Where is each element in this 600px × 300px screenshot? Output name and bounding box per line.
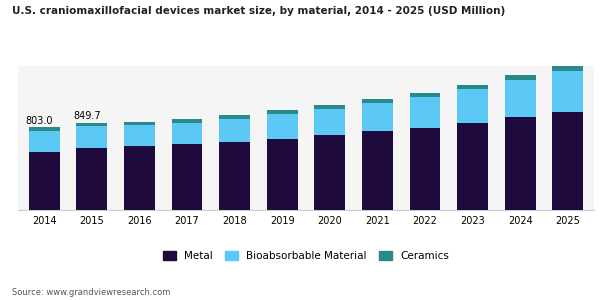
Text: Source: www.grandviewresearch.com: Source: www.grandviewresearch.com <box>12 288 170 297</box>
Bar <box>410 128 440 210</box>
Bar <box>505 80 536 117</box>
Bar <box>457 89 488 123</box>
Bar <box>410 97 440 128</box>
Bar <box>219 119 250 142</box>
Bar <box>124 122 155 125</box>
Bar <box>553 65 583 70</box>
Bar <box>362 99 393 103</box>
Bar <box>314 105 345 109</box>
Bar <box>457 123 488 210</box>
Bar <box>314 135 345 210</box>
Bar <box>505 117 536 210</box>
Bar <box>314 109 345 135</box>
Bar <box>553 112 583 210</box>
Bar <box>172 144 202 210</box>
Bar <box>76 148 107 210</box>
Text: 849.7: 849.7 <box>73 111 101 121</box>
Bar <box>505 75 536 80</box>
Bar <box>29 152 59 210</box>
Bar <box>172 119 202 123</box>
Text: 803.0: 803.0 <box>26 116 53 126</box>
Bar <box>29 128 59 131</box>
Bar <box>124 146 155 210</box>
Bar <box>362 103 393 131</box>
Bar <box>457 85 488 89</box>
Bar <box>219 115 250 119</box>
Text: U.S. craniomaxillofacial devices market size, by material, 2014 - 2025 (USD Mill: U.S. craniomaxillofacial devices market … <box>12 6 505 16</box>
Bar <box>362 131 393 210</box>
Bar <box>29 131 59 152</box>
Bar <box>124 125 155 146</box>
Bar <box>267 110 298 114</box>
Bar <box>267 139 298 210</box>
Bar <box>553 70 583 112</box>
Legend: Metal, Bioabsorbable Material, Ceramics: Metal, Bioabsorbable Material, Ceramics <box>159 247 453 265</box>
Bar <box>172 123 202 144</box>
Bar <box>410 92 440 97</box>
Bar <box>76 126 107 148</box>
Bar <box>267 114 298 139</box>
Bar <box>76 123 107 126</box>
Bar <box>219 142 250 210</box>
